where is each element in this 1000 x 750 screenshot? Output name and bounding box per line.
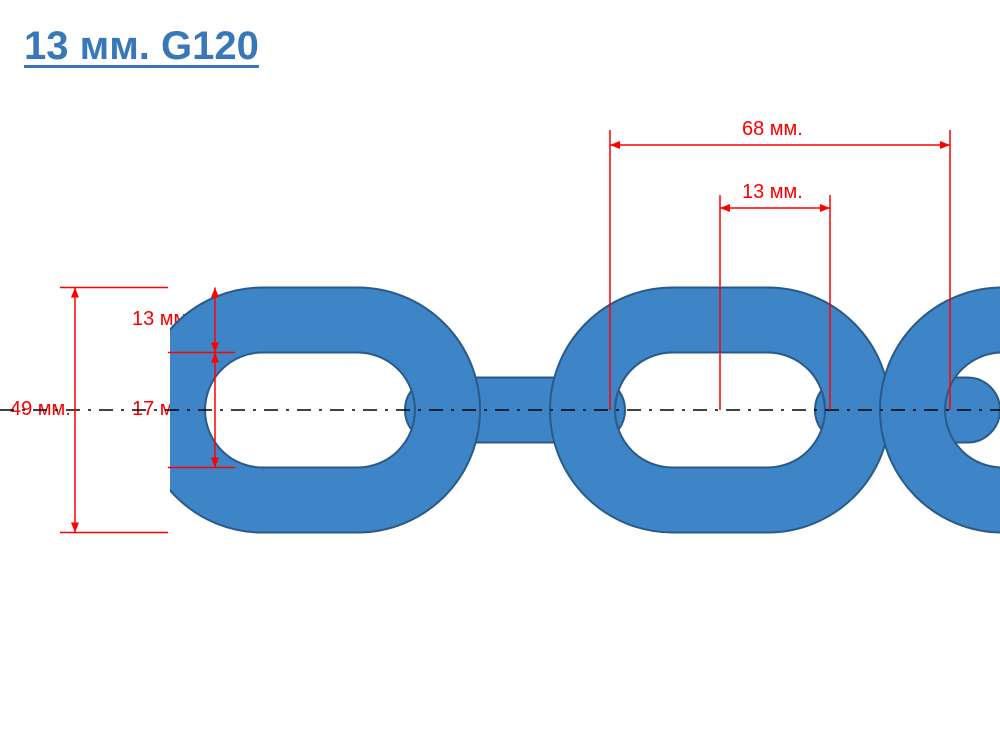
diagram-canvas [0, 0, 1000, 750]
